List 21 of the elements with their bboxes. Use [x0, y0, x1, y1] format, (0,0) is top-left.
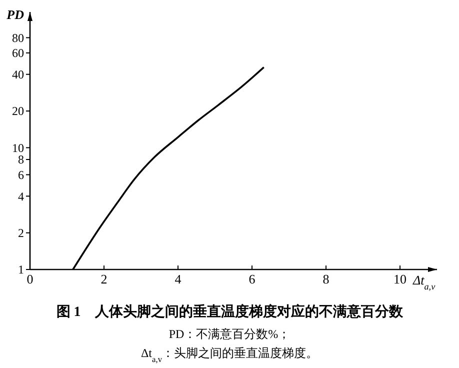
text: PD：不满意百分数%； — [168, 327, 290, 341]
y-axis-title: PD — [6, 7, 25, 22]
x-tick-label: 8 — [322, 272, 330, 286]
x-tick-label: 4 — [174, 272, 182, 286]
x-tick-label: 0 — [26, 272, 34, 286]
text: 图 1 人体头脚之间的垂直温度梯度对应的不满意百分数 — [56, 303, 404, 320]
x-tick-label: 2 — [100, 272, 108, 286]
x-axis-title: Δt$_{a,v}$ — [412, 272, 436, 292]
y-tick-label: 6 — [18, 168, 24, 182]
y-tick-label: 40 — [12, 68, 24, 82]
x-tick-label: 6 — [248, 272, 256, 286]
y-tick-label: 60 — [12, 46, 24, 60]
y-tick-label: 1 — [18, 262, 24, 277]
y-tick-label: 2 — [18, 226, 24, 240]
text: Δt$_{a,v}$：头脚之间的垂直温度梯度。 — [140, 346, 318, 364]
y-tick-label: 80 — [12, 30, 24, 45]
y-tick-label: 10 — [12, 140, 24, 155]
y-tick-label: 8 — [18, 152, 24, 167]
x-tick-label: 10 — [394, 272, 406, 286]
y-tick-label: 4 — [18, 189, 24, 204]
y-tick-label: 20 — [12, 104, 24, 118]
